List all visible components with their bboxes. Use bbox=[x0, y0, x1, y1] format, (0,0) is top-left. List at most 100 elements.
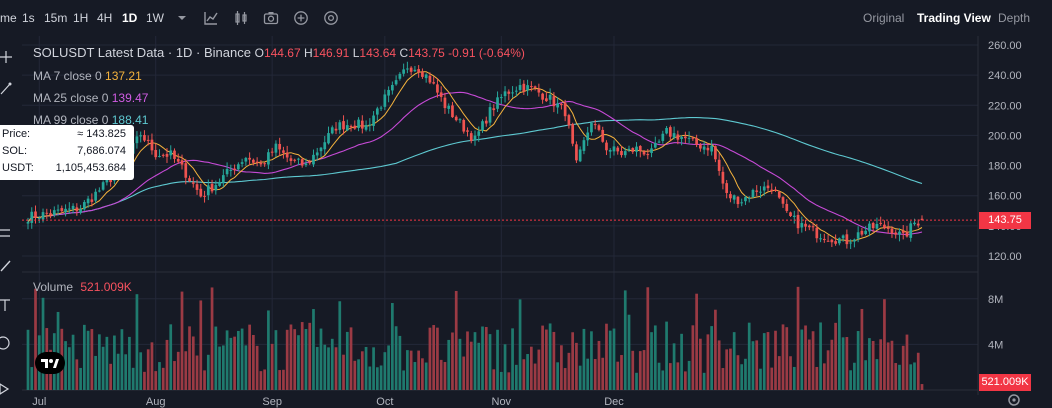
view-depth[interactable]: Depth bbox=[998, 11, 1031, 25]
timeframe-15m[interactable]: 15m bbox=[44, 11, 68, 25]
volume-bar bbox=[297, 335, 300, 390]
trendline-tool-icon[interactable] bbox=[0, 82, 12, 96]
candle bbox=[161, 153, 165, 158]
high-label: H bbox=[303, 46, 313, 60]
candle-body bbox=[338, 122, 342, 130]
timeframe-1s[interactable]: 1s bbox=[22, 11, 35, 25]
volume-bar bbox=[195, 355, 199, 390]
time-tick-label: Oct bbox=[376, 396, 393, 408]
candle-body bbox=[210, 183, 214, 192]
candle-body bbox=[443, 97, 447, 109]
volume-bar bbox=[879, 339, 883, 390]
volume-bar bbox=[563, 368, 567, 390]
crosshair-tool-icon[interactable] bbox=[0, 50, 12, 64]
indicators-icon[interactable] bbox=[203, 10, 219, 26]
candle bbox=[571, 122, 575, 147]
volume-bar bbox=[725, 349, 729, 390]
candle-body bbox=[154, 149, 158, 158]
candle bbox=[620, 146, 623, 158]
text-tool-icon[interactable] bbox=[0, 298, 12, 312]
candle bbox=[225, 162, 229, 177]
volume-bar bbox=[82, 324, 86, 390]
candle-body bbox=[439, 92, 443, 97]
candle-body bbox=[879, 222, 883, 224]
candle-body bbox=[315, 152, 319, 156]
candle-body bbox=[883, 224, 886, 229]
volume-bar bbox=[428, 327, 432, 390]
volume-tick-label: 8M bbox=[988, 294, 1003, 306]
timeframe-4h[interactable]: 4H bbox=[97, 11, 113, 25]
candle bbox=[751, 188, 755, 199]
volume-bar bbox=[184, 351, 188, 390]
fib-tool-icon[interactable] bbox=[0, 226, 12, 240]
view-trading-view[interactable]: Trading View bbox=[917, 11, 991, 25]
brush-tool-icon[interactable] bbox=[0, 258, 12, 272]
volume-bar bbox=[439, 359, 443, 390]
candle bbox=[402, 63, 405, 77]
camera-icon[interactable] bbox=[263, 10, 279, 26]
candle-body bbox=[905, 231, 909, 237]
candle-body bbox=[169, 150, 173, 156]
price-tick-label: 240.00 bbox=[988, 70, 1022, 82]
candle bbox=[691, 136, 695, 141]
candle bbox=[364, 120, 368, 132]
candle bbox=[856, 226, 860, 243]
volume-bar bbox=[620, 355, 623, 390]
candle-body bbox=[255, 161, 259, 163]
volume-bar bbox=[747, 322, 751, 390]
volume-bar bbox=[56, 311, 60, 390]
magnet-tool-icon[interactable] bbox=[0, 382, 12, 396]
candle bbox=[169, 145, 173, 160]
candle-body bbox=[308, 162, 312, 164]
candle bbox=[428, 72, 432, 85]
candle bbox=[173, 148, 176, 163]
volume-bar bbox=[293, 329, 297, 390]
volume-bar bbox=[477, 342, 481, 390]
last-price-tag: 143.75 bbox=[979, 211, 1031, 229]
candle bbox=[646, 148, 650, 160]
chevron-down-icon[interactable] bbox=[174, 10, 190, 26]
candle bbox=[849, 239, 852, 250]
candle-body bbox=[699, 144, 702, 149]
volume-bar bbox=[526, 354, 529, 390]
view-original[interactable]: Original bbox=[863, 11, 905, 25]
candle-body bbox=[774, 189, 777, 191]
candle-body bbox=[563, 102, 567, 117]
volume-bar bbox=[714, 309, 717, 390]
timeframe-1d[interactable]: 1D bbox=[122, 11, 138, 25]
candle bbox=[676, 130, 680, 145]
candle bbox=[221, 169, 225, 188]
candle bbox=[252, 158, 255, 166]
candle bbox=[383, 89, 387, 111]
symbol-legend: SOLUSDT Latest Data · 1D · Binance O144.… bbox=[33, 45, 525, 60]
candle-body bbox=[853, 239, 856, 242]
candle bbox=[60, 205, 64, 214]
volume-bar bbox=[360, 351, 364, 390]
candle bbox=[687, 131, 691, 144]
candle-body bbox=[676, 134, 680, 140]
candle bbox=[466, 127, 469, 137]
timeframe-me[interactable]: me bbox=[0, 11, 17, 25]
add-icon[interactable] bbox=[293, 10, 309, 26]
timeframe-1w[interactable]: 1W bbox=[146, 11, 164, 25]
tooltip-price-value: ≈ 143.825 bbox=[77, 128, 126, 140]
volume-bar bbox=[120, 329, 124, 390]
volume-bar bbox=[781, 324, 785, 390]
compare-icon[interactable] bbox=[323, 10, 339, 26]
candle-body bbox=[736, 196, 740, 205]
volume-bar bbox=[436, 327, 439, 390]
settings-icon[interactable] bbox=[1008, 394, 1020, 406]
volume-bar bbox=[368, 366, 372, 390]
volume-bar bbox=[545, 329, 548, 390]
candle-body bbox=[868, 223, 871, 232]
chart-type-icon[interactable] bbox=[233, 10, 249, 26]
volume-bar bbox=[105, 336, 109, 390]
candle bbox=[522, 80, 526, 95]
candle bbox=[518, 78, 522, 92]
timeframe-1h[interactable]: 1H bbox=[73, 11, 89, 25]
volume-bar bbox=[616, 361, 620, 390]
measure-tool-icon[interactable] bbox=[0, 336, 12, 350]
volume-bar bbox=[590, 331, 593, 390]
candle bbox=[259, 160, 263, 167]
